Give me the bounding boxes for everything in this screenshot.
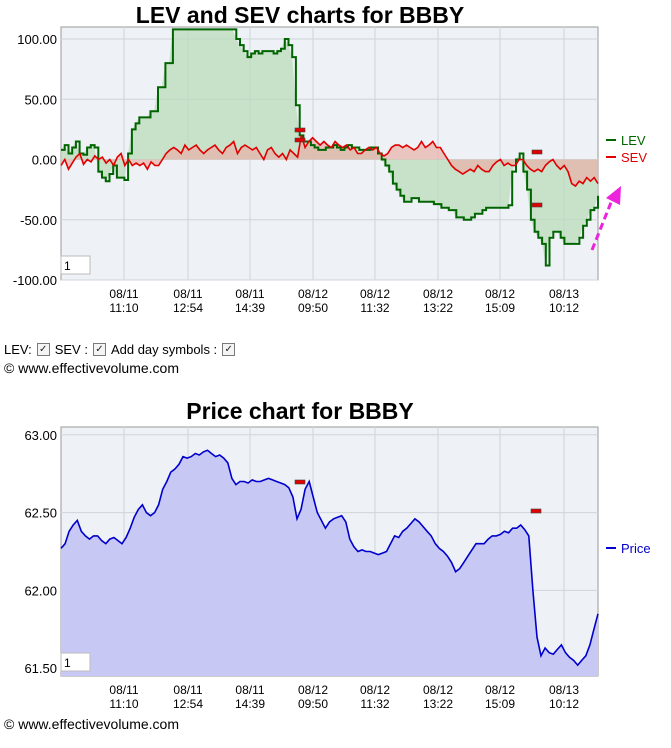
x-tick-time: 10:12 [549,301,579,315]
x-tick-date: 08/13 [549,287,579,301]
trend-arrowhead-icon [606,186,621,205]
x-tick-date: 08/12 [485,287,515,301]
price-area [61,450,598,676]
day-symbols-label: Add day symbols : [110,342,218,357]
copyright-credit[interactable]: © www.effectivevolume.com [4,360,180,376]
x-tick-time: 09:50 [298,697,328,711]
x-tick-date: 08/12 [298,683,328,697]
x-tick-time: 13:22 [423,697,453,711]
zoom-box [60,255,91,275]
y-tick-label: 62.00 [24,583,57,598]
x-tick-date: 08/12 [423,287,453,301]
x-tick-time: 14:39 [235,697,265,711]
day-marker [294,127,306,133]
x-tick-time: 12:54 [173,301,203,315]
lev-checkbox[interactable]: ✓ [36,343,50,356]
price-chart-title: Price chart for BBBY [186,398,414,424]
x-tick-date: 08/11 [173,287,202,301]
day-marker [531,149,543,155]
x-tick-date: 08/11 [109,287,138,301]
lev-sev-chart[interactable]: 08/1111:1008/1112:5408/1114:3908/1209:50… [0,0,671,330]
zoom-box-value: 1 [64,259,71,273]
day-marker [294,137,306,143]
x-tick-time: 11:10 [109,697,138,711]
x-tick-time: 11:10 [109,301,138,315]
sev-toggle-label: SEV : [54,342,88,357]
x-tick-date: 08/12 [360,287,390,301]
x-tick-date: 08/11 [109,683,138,697]
price-chart[interactable]: 08/1111:1008/1112:5408/1114:3908/1209:50… [0,410,671,730]
y-tick-label: 0.00 [32,153,57,168]
y-tick-label: -50.00 [20,213,57,228]
copyright-credit-bottom[interactable]: © www.effectivevolume.com [4,716,180,732]
legend-lev: LEV [621,133,646,148]
x-tick-time: 15:09 [485,301,515,315]
x-tick-date: 08/11 [235,683,264,697]
y-tick-label: 100.00 [17,32,57,47]
y-tick-label: 50.00 [24,92,57,107]
x-tick-time: 14:39 [235,301,265,315]
day-marker [531,202,543,208]
day-marker [530,508,542,514]
y-tick-label: 61.50 [24,661,57,676]
price-line [60,449,599,667]
x-tick-time: 11:32 [360,301,389,315]
y-tick-label: 63.00 [24,428,57,443]
y-tick-label: -100.00 [13,273,57,288]
trend-arrow-icon [590,199,614,251]
x-tick-time: 09:50 [298,301,328,315]
x-tick-time: 15:09 [485,697,515,711]
lev-sev-chart-title: LEV and SEV charts for BBBY [135,2,465,28]
x-tick-date: 08/12 [298,287,328,301]
x-tick-date: 08/12 [485,683,515,697]
lev-line [61,28,599,267]
x-tick-date: 08/11 [173,683,202,697]
zoom-box-value: 1 [64,656,71,670]
x-tick-date: 08/11 [235,287,264,301]
x-tick-date: 08/13 [549,683,579,697]
day-symbols-checkbox[interactable]: ✓ [222,343,236,356]
chart-options-bar: LEV: ✓ SEV : ✓ Add day symbols : ✓ [4,342,237,357]
x-tick-date: 08/12 [360,683,390,697]
y-tick-label: 62.50 [24,506,57,521]
sev-checkbox[interactable]: ✓ [92,343,106,356]
legend-price: Price [621,541,651,556]
lev-area [61,29,598,266]
legend-sev: SEV [621,150,647,165]
x-tick-time: 10:12 [549,697,579,711]
sev-line [60,135,599,188]
day-marker [294,479,306,485]
zoom-box [60,652,91,672]
x-tick-time: 11:32 [360,697,389,711]
x-tick-date: 08/12 [423,683,453,697]
lev-toggle-label: LEV: [4,342,32,357]
x-tick-time: 12:54 [173,697,203,711]
x-tick-time: 13:22 [423,301,453,315]
